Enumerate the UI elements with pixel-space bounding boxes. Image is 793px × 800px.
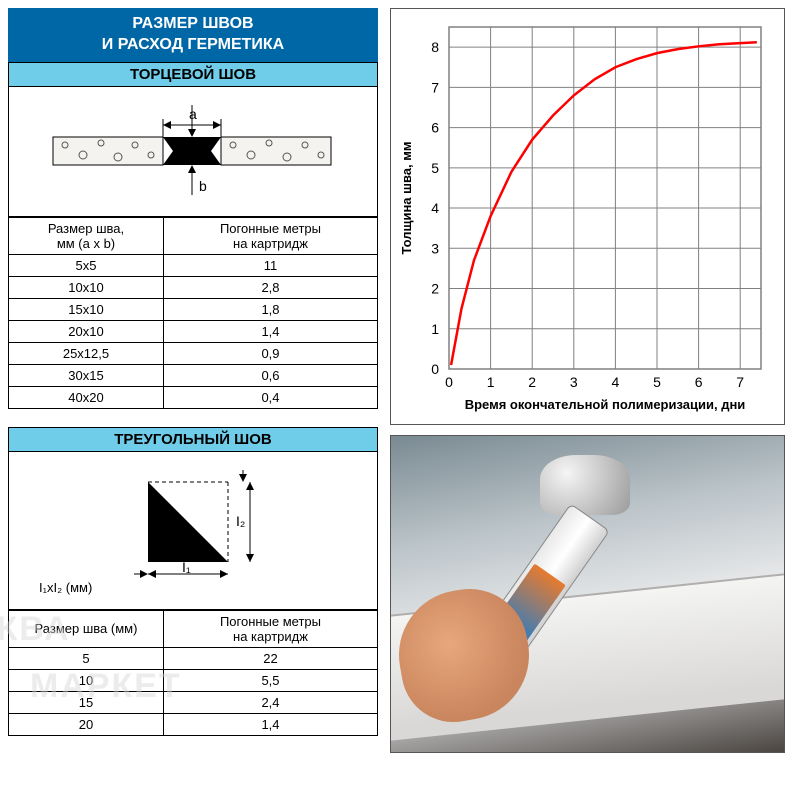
table-row: 201,4 bbox=[9, 713, 378, 735]
svg-text:Время окончательной полимериза: Время окончательной полимеризации, дни bbox=[465, 397, 746, 412]
cell-size: 40x20 bbox=[9, 386, 164, 408]
cell-size: 5 bbox=[9, 647, 164, 669]
svg-text:0: 0 bbox=[431, 361, 439, 377]
cell-meters: 5,5 bbox=[163, 669, 377, 691]
cell-size: 15x10 bbox=[9, 298, 164, 320]
t1-col2-header: Погонные метры на картридж bbox=[163, 217, 377, 254]
svg-text:5: 5 bbox=[653, 374, 661, 390]
svg-text:3: 3 bbox=[431, 240, 439, 256]
triangle-joint-svg: I₂ I₁ bbox=[78, 462, 308, 582]
cell-meters: 0,6 bbox=[163, 364, 377, 386]
cell-meters: 22 bbox=[163, 647, 377, 669]
table-row: 40x200,4 bbox=[9, 386, 378, 408]
table-row: 105,5 bbox=[9, 669, 378, 691]
table-triangle-joint: Размер шва (мм) Погонные метры на картри… bbox=[8, 610, 378, 736]
butt-joint-diagram: a b bbox=[8, 87, 378, 217]
table-row: 30x150,6 bbox=[9, 364, 378, 386]
svg-text:2: 2 bbox=[528, 374, 536, 390]
cell-size: 5x5 bbox=[9, 254, 164, 276]
cure-time-chart: 0 1 2 3 4 5 6 7 1 2 3 4 5 6 7 8 0 Время окончательной пол… bbox=[390, 8, 785, 425]
main-header-line1: РАЗМЕР ШВОВ bbox=[132, 15, 253, 32]
table-row: 20x101,4 bbox=[9, 320, 378, 342]
table-row: 10x102,8 bbox=[9, 276, 378, 298]
diagram-label-b: b bbox=[199, 178, 207, 194]
cell-meters: 0,4 bbox=[163, 386, 377, 408]
svg-text:4: 4 bbox=[431, 200, 439, 216]
svg-text:Толщина шва, мм: Толщина шва, мм bbox=[399, 142, 414, 255]
table-row: 25x12,50,9 bbox=[9, 342, 378, 364]
table-row: 152,4 bbox=[9, 691, 378, 713]
svg-text:7: 7 bbox=[736, 374, 744, 390]
table-row: 5x511 bbox=[9, 254, 378, 276]
cell-size: 30x15 bbox=[9, 364, 164, 386]
cure-time-chart-svg: 0 1 2 3 4 5 6 7 1 2 3 4 5 6 7 8 0 Время окончательной пол… bbox=[393, 17, 773, 417]
triangle-joint-diagram: I₂ I₁ I₁xI₂ (мм) bbox=[8, 452, 378, 610]
cell-meters: 1,4 bbox=[163, 713, 377, 735]
cell-size: 10x10 bbox=[9, 276, 164, 298]
table-row: 522 bbox=[9, 647, 378, 669]
table-butt-joint: Размер шва, мм (a x b) Погонные метры на… bbox=[8, 217, 378, 409]
cell-meters: 0,9 bbox=[163, 342, 377, 364]
section1-header: ТОРЦЕВОЙ ШОВ bbox=[8, 62, 378, 87]
svg-text:8: 8 bbox=[431, 39, 439, 55]
main-header: РАЗМЕР ШВОВ И РАСХОД ГЕРМЕТИКА bbox=[8, 8, 378, 62]
svg-text:3: 3 bbox=[570, 374, 578, 390]
cell-size: 15 bbox=[9, 691, 164, 713]
cell-size: 25x12,5 bbox=[9, 342, 164, 364]
triangle-caption: I₁xI₂ (мм) bbox=[39, 580, 92, 595]
t2-col1-header: Размер шва (мм) bbox=[9, 610, 164, 647]
cell-size: 20 bbox=[9, 713, 164, 735]
diagram-label-i2: I₂ bbox=[236, 513, 245, 529]
svg-text:1: 1 bbox=[487, 374, 495, 390]
svg-text:7: 7 bbox=[431, 79, 439, 95]
application-photo bbox=[390, 435, 785, 753]
cell-meters: 1,8 bbox=[163, 298, 377, 320]
section2-header: ТРЕУГОЛЬНЫЙ ШОВ bbox=[8, 427, 378, 452]
butt-joint-svg: a b bbox=[43, 97, 343, 202]
svg-text:4: 4 bbox=[612, 374, 620, 390]
cell-size: 10 bbox=[9, 669, 164, 691]
cell-meters: 2,8 bbox=[163, 276, 377, 298]
diagram-label-a: a bbox=[189, 106, 197, 122]
t1-col1-header: Размер шва, мм (a x b) bbox=[9, 217, 164, 254]
cell-meters: 1,4 bbox=[163, 320, 377, 342]
svg-text:6: 6 bbox=[695, 374, 703, 390]
svg-text:2: 2 bbox=[431, 281, 439, 297]
main-header-line2: И РАСХОД ГЕРМЕТИКА bbox=[102, 36, 284, 53]
svg-text:0: 0 bbox=[445, 374, 453, 390]
cell-meters: 11 bbox=[163, 254, 377, 276]
diagram-label-i1: I₁ bbox=[182, 559, 191, 575]
svg-text:6: 6 bbox=[431, 120, 439, 136]
table-row: 15x101,8 bbox=[9, 298, 378, 320]
t2-col2-header: Погонные метры на картридж bbox=[163, 610, 377, 647]
svg-text:1: 1 bbox=[431, 321, 439, 337]
svg-text:5: 5 bbox=[431, 160, 439, 176]
cell-size: 20x10 bbox=[9, 320, 164, 342]
cell-meters: 2,4 bbox=[163, 691, 377, 713]
